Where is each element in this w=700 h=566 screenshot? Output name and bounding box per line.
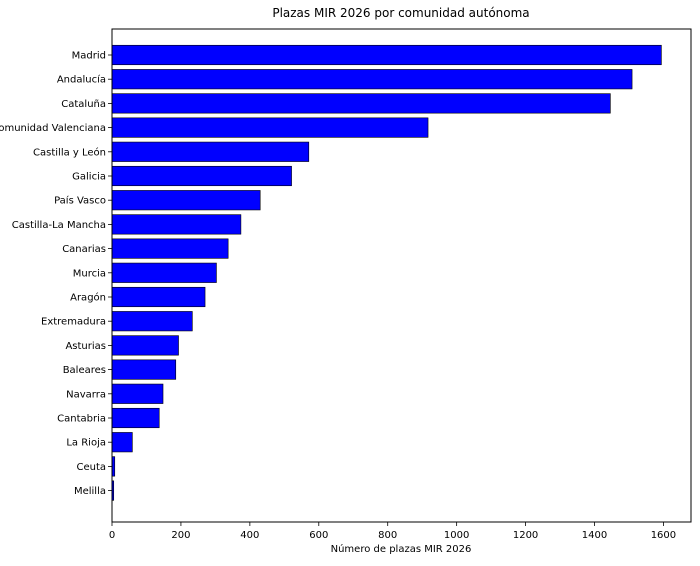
x-tick-label: 400 bbox=[240, 530, 259, 541]
category-label: Andalucía bbox=[57, 74, 106, 86]
category-label: La Rioja bbox=[66, 438, 106, 449]
bar-7 bbox=[111, 214, 242, 235]
category-label: Baleares bbox=[63, 365, 106, 376]
x-tick-label: 600 bbox=[309, 530, 328, 541]
bar-0 bbox=[111, 44, 662, 66]
x-tick-label: 0 bbox=[109, 530, 115, 541]
category-label: Ceuta bbox=[76, 462, 106, 473]
bar-4 bbox=[111, 141, 310, 162]
category-label: Cantabria bbox=[57, 414, 106, 425]
category-label: Madrid bbox=[72, 51, 106, 62]
x-axis-label: Número de plazas MIR 2026 bbox=[331, 543, 472, 555]
plot-frame bbox=[111, 28, 692, 523]
category-label: Comunidad Valenciana bbox=[0, 123, 106, 134]
category-label: Melilla bbox=[74, 486, 106, 497]
bar-11 bbox=[111, 311, 193, 332]
x-tick-label: 1600 bbox=[651, 530, 676, 541]
bar-14 bbox=[111, 383, 164, 404]
chart-title: Plazas MIR 2026 por comunidad autónoma bbox=[272, 6, 529, 20]
x-axis-ticks: 0 200 400 600 800 1000 1200 1400 1600 bbox=[109, 522, 676, 541]
category-label: Cataluña bbox=[61, 99, 106, 110]
bar-10 bbox=[111, 286, 206, 308]
bar-6 bbox=[111, 190, 261, 211]
category-label: Navarra bbox=[66, 389, 106, 400]
bar-13 bbox=[111, 359, 177, 380]
bar-5 bbox=[111, 165, 292, 187]
bar-12 bbox=[111, 335, 179, 356]
category-label: Murcia bbox=[73, 268, 106, 279]
category-label: Castilla y León bbox=[33, 146, 106, 158]
x-tick-label: 1000 bbox=[444, 530, 469, 541]
category-label: Canarias bbox=[62, 244, 106, 255]
bar-3 bbox=[111, 117, 429, 138]
bar-15 bbox=[111, 407, 160, 429]
bar-8 bbox=[111, 238, 229, 259]
category-label: Asturias bbox=[65, 341, 106, 352]
bar-1 bbox=[111, 69, 633, 90]
category-label: País Vasco bbox=[54, 195, 106, 207]
x-tick-label: 800 bbox=[378, 530, 397, 541]
category-label: Aragón bbox=[70, 292, 106, 304]
x-tick-label: 200 bbox=[171, 530, 190, 541]
category-label: Galicia bbox=[72, 172, 106, 183]
category-labels: Madrid Andalucía Cataluña Comunidad Valenci… bbox=[0, 51, 112, 497]
bar-2 bbox=[111, 93, 611, 114]
bar-9 bbox=[111, 262, 217, 283]
bars-layer bbox=[111, 44, 662, 501]
category-label: Extremadura bbox=[41, 317, 106, 328]
x-tick-label: 1200 bbox=[513, 530, 538, 541]
bar-16 bbox=[111, 432, 133, 453]
x-tick-label: 1400 bbox=[582, 530, 607, 541]
category-label: Castilla-La Mancha bbox=[12, 220, 106, 231]
